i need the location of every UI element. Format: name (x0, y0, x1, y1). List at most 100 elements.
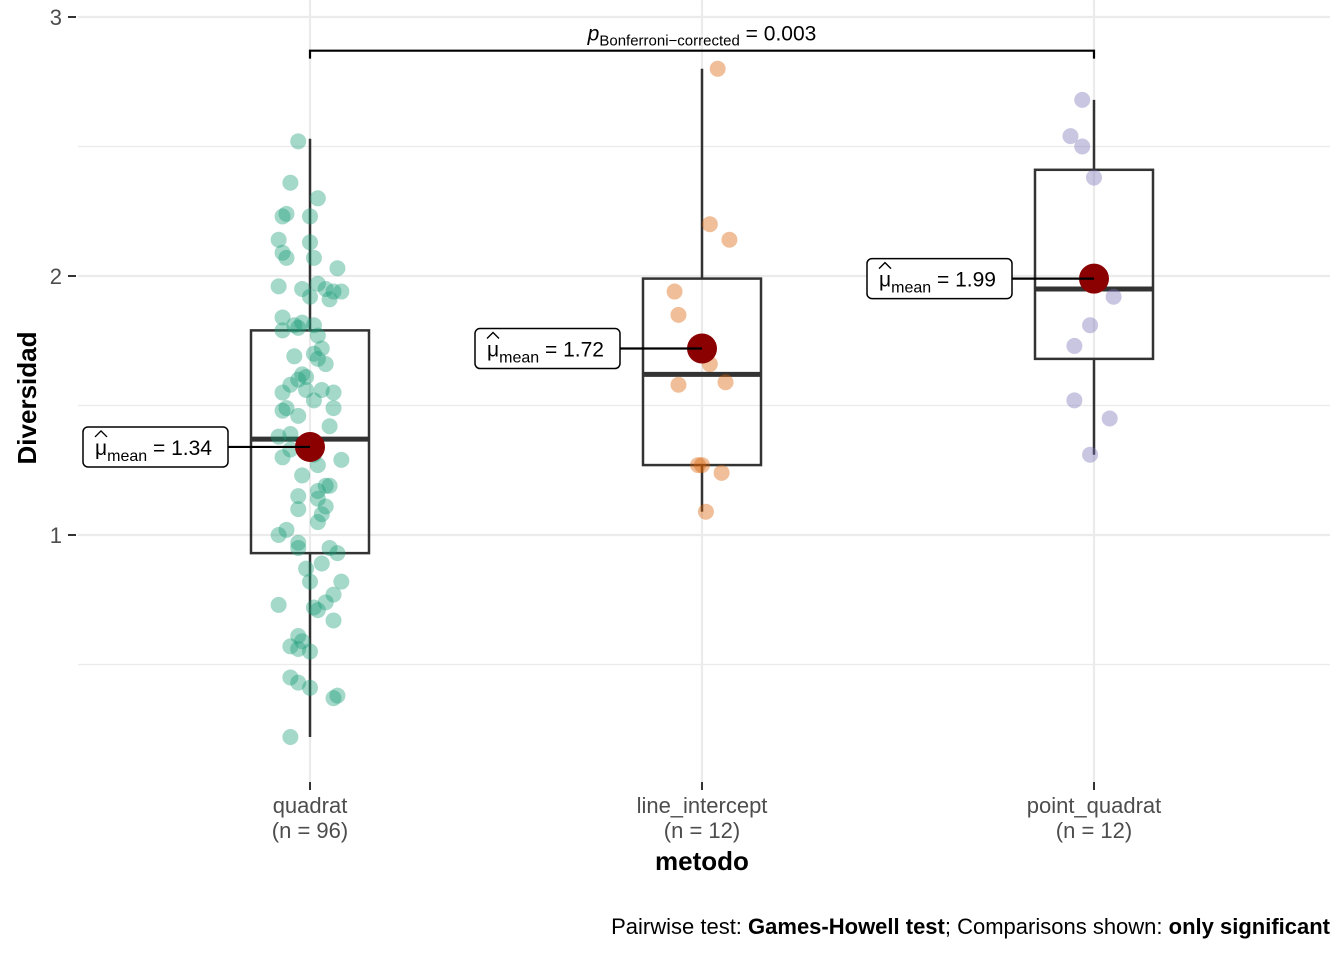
data-point (290, 488, 307, 505)
data-point (717, 374, 734, 391)
data-point (290, 539, 307, 556)
box-line_intercept (641, 277, 763, 467)
data-point (317, 280, 334, 297)
data-point (282, 376, 299, 393)
data-point (302, 288, 318, 305)
data-point (309, 350, 326, 367)
x-axis-title: metodo (655, 846, 749, 876)
data-point (713, 464, 730, 481)
significance-label: pBonferroni−corrected = 0.003 (587, 23, 817, 50)
mean-label: μmean = 1.99 (879, 269, 996, 297)
hat-icon (94, 429, 108, 438)
data-point (309, 514, 326, 531)
x-tick-label: point_quadrat (1027, 793, 1162, 818)
data-point (317, 477, 334, 494)
data-point (309, 190, 326, 207)
caption: Pairwise test: Games-Howell test; Compar… (611, 914, 1330, 940)
data-point (298, 369, 315, 386)
data-point (290, 133, 307, 150)
mean-label-box (82, 426, 229, 468)
box-quadrat (249, 329, 371, 555)
p-value: = 0.003 (740, 23, 816, 46)
data-point (325, 586, 342, 603)
data-point (302, 643, 318, 660)
data-point (302, 573, 318, 590)
data-point (321, 418, 338, 435)
mean-label-sub: mean (891, 280, 931, 297)
data-point (721, 231, 738, 248)
data-point (274, 208, 291, 225)
data-point (1066, 392, 1083, 409)
data-point (333, 451, 350, 468)
data-point (270, 596, 287, 613)
data-point (274, 402, 291, 419)
data-point (305, 392, 322, 409)
data-point (290, 534, 307, 551)
data-point (286, 348, 303, 365)
data-point (305, 317, 322, 334)
data-point (294, 280, 311, 297)
data-point (333, 573, 350, 590)
data-point (329, 260, 346, 277)
x-tick-label: line_intercept (637, 793, 768, 818)
mean-label-box (866, 257, 1013, 300)
y-tick-label: 2 (50, 264, 62, 289)
data-point (294, 467, 311, 484)
data-point (274, 449, 291, 466)
data-point (325, 400, 342, 417)
data-point (290, 407, 307, 424)
data-point (313, 555, 330, 572)
data-point (270, 231, 287, 248)
caption-pairwise-value: Games-Howell test (748, 914, 945, 939)
mean-label: μmean = 1.34 (95, 437, 212, 465)
data-point (1062, 128, 1079, 145)
data-point (270, 278, 287, 295)
data-point (329, 545, 346, 562)
data-point (1086, 169, 1102, 186)
data-point (670, 376, 687, 393)
data-point (309, 275, 326, 292)
caption-comparisons-label: ; Comparisons shown: (944, 914, 1169, 939)
hat-icon (486, 331, 500, 340)
data-point (270, 527, 287, 543)
data-point (278, 400, 295, 417)
data-point (274, 322, 291, 339)
y-axis-title: Diversidad (12, 332, 42, 465)
data-point (302, 679, 318, 696)
mean-label-box (474, 327, 621, 370)
data-point (329, 687, 346, 704)
mean-label-value: = 1.72 (539, 339, 604, 362)
hat-icon (878, 261, 892, 270)
data-point (1074, 91, 1091, 108)
data-point (317, 498, 334, 515)
mean-label-mu: μ (95, 437, 107, 460)
data-point (305, 249, 322, 266)
data-point (302, 234, 318, 251)
data-point (278, 249, 295, 266)
data-point (317, 356, 334, 373)
data-point (313, 381, 330, 398)
data-point (313, 506, 330, 523)
data-point (313, 340, 330, 357)
data-point (286, 317, 303, 334)
p-symbol: p (587, 23, 600, 46)
data-points (270, 60, 1122, 746)
y-tick-label: 1 (50, 523, 62, 548)
data-point (290, 501, 307, 518)
data-point (1082, 446, 1099, 463)
data-point (1105, 288, 1122, 305)
x-tick-n-label: (n = 12) (1056, 818, 1132, 843)
p-subscript: Bonferroni−corrected (599, 33, 740, 50)
data-point (325, 283, 342, 300)
data-point (270, 428, 287, 445)
data-point (1066, 337, 1083, 354)
data-point (309, 490, 326, 507)
data-point (709, 60, 726, 77)
data-point (305, 345, 322, 362)
data-point (325, 384, 342, 401)
mean-label-value: = 1.34 (147, 437, 212, 460)
data-point (282, 638, 299, 655)
data-point (282, 669, 299, 686)
data-point (278, 521, 295, 538)
